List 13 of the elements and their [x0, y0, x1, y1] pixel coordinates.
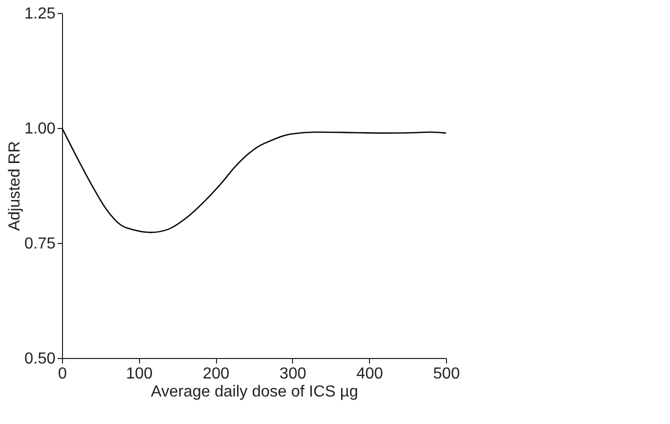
x-tick-label: 300 [280, 366, 306, 382]
x-tick-label: 400 [356, 366, 384, 382]
x-axis-title: Average daily dose of ICS µg [150, 384, 358, 400]
x-tick-label: 500 [433, 366, 460, 382]
line-series [61, 127, 447, 234]
x-tick-label: 200 [202, 366, 230, 382]
x-tick-label: 100 [126, 366, 153, 382]
y-tick-label: 0.75 [24, 236, 56, 252]
y-tick-label: 0.50 [24, 350, 56, 368]
y-tick-label: 1.25 [24, 6, 56, 22]
y-axis-title: Adjusted RR [6, 141, 24, 231]
x-tick-label: 0 [58, 366, 68, 382]
y-tick-label: 1.00 [24, 120, 56, 138]
